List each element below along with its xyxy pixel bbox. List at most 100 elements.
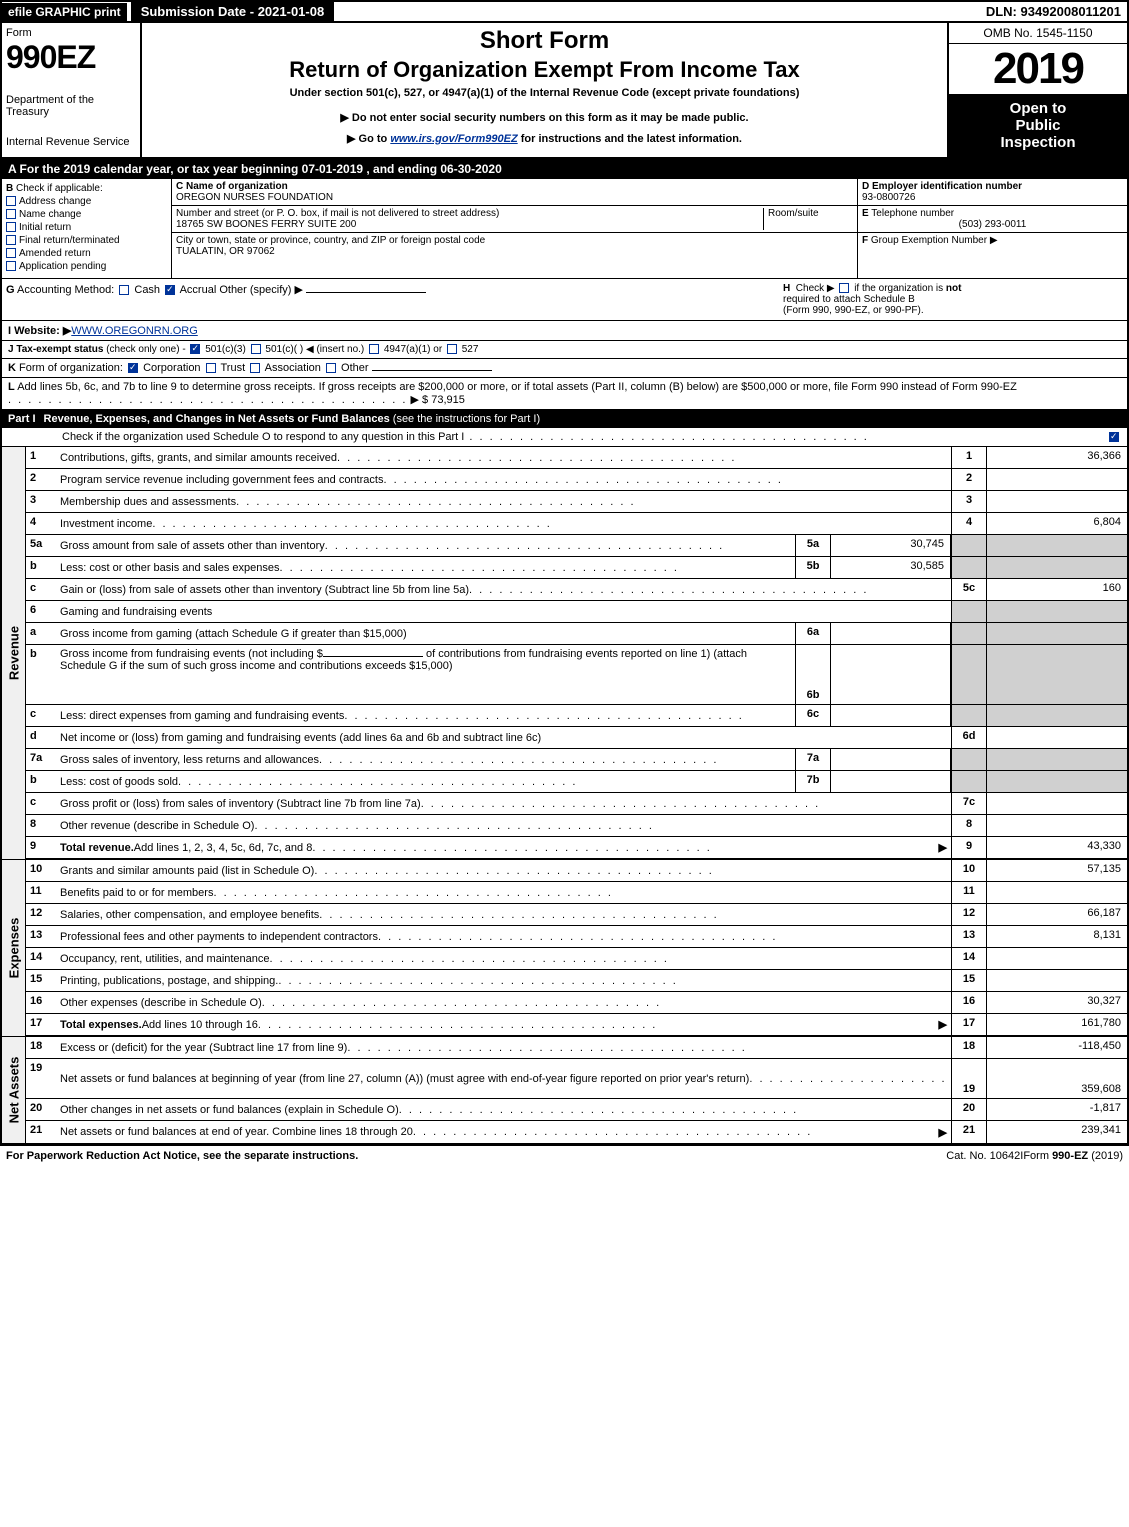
section-b: B Check if applicable: Address change Na…	[2, 179, 172, 278]
line-14: 14 Occupancy, rent, utilities, and maint…	[26, 948, 1127, 970]
line-1: 1 Contributions, gifts, grants, and simi…	[26, 447, 1127, 469]
line-2: 2 Program service revenue including gove…	[26, 469, 1127, 491]
addr-label: Number and street (or P. O. box, if mail…	[176, 208, 499, 219]
line-5a: 5a Gross amount from sale of assets othe…	[26, 535, 1127, 557]
check-other[interactable]	[326, 363, 336, 373]
room-suite: Room/suite	[763, 208, 853, 230]
line-6a: a Gross income from gaming (attach Sched…	[26, 623, 1127, 645]
check-name-change[interactable]: Name change	[6, 209, 167, 220]
section-k: K Form of organization: Corporation Trus…	[2, 359, 1127, 378]
line-12: 12 Salaries, other compensation, and emp…	[26, 904, 1127, 926]
check-accrual[interactable]	[165, 285, 175, 295]
omb-number: OMB No. 1545-1150	[949, 23, 1127, 44]
inspection-line1: Open to	[955, 100, 1121, 117]
org-name-row: C Name of organization OREGON NURSES FOU…	[172, 179, 857, 206]
tax-year: 2019	[949, 44, 1127, 94]
phone-value: (503) 293-0011	[862, 219, 1123, 230]
instructions-note: ▶ Go to www.irs.gov/Form990EZ for instru…	[146, 132, 943, 145]
net-assets-section: Net Assets 18 Excess or (deficit) for th…	[2, 1036, 1127, 1143]
part1-label: Part I	[8, 413, 44, 425]
info-section: B Check if applicable: Address change Na…	[2, 179, 1127, 279]
dept-treasury: Department of the Treasury	[6, 94, 136, 118]
line-19: 19 Net assets or fund balances at beginn…	[26, 1059, 1127, 1099]
org-address: 18765 SW BOONES FERRY SUITE 200	[176, 219, 356, 230]
submission-date: Submission Date - 2021-01-08	[131, 2, 335, 21]
footer-catalog: Cat. No. 10642I	[946, 1150, 1023, 1162]
form-label: Form	[6, 27, 136, 39]
website-link[interactable]: WWW.OREGONRN.ORG	[71, 325, 198, 337]
section-d: D Employer identification number 93-0800…	[858, 179, 1127, 206]
check-501c3[interactable]	[190, 344, 200, 354]
line-7b: b Less: cost of goods sold 7b	[26, 771, 1127, 793]
b-label: B	[6, 183, 13, 194]
dept-irs: Internal Revenue Service	[6, 136, 136, 148]
line-8: 8 Other revenue (describe in Schedule O)…	[26, 815, 1127, 837]
check-amended-return[interactable]: Amended return	[6, 248, 167, 259]
check-corporation[interactable]	[128, 363, 138, 373]
line-15: 15 Printing, publications, postage, and …	[26, 970, 1127, 992]
check-application-pending[interactable]: Application pending	[6, 261, 167, 272]
line-6: 6 Gaming and fundraising events	[26, 601, 1127, 623]
line-6b: b Gross income from fundraising events (…	[26, 645, 1127, 705]
check-address-change[interactable]: Address change	[6, 196, 167, 207]
section-f: F Group Exemption Number ▶	[858, 233, 1127, 248]
dln-number: DLN: 93492008011201	[986, 4, 1127, 19]
line-20: 20 Other changes in net assets or fund b…	[26, 1099, 1127, 1121]
revenue-side-label: Revenue	[2, 447, 26, 859]
line-9: 9 Total revenue. Add lines 1, 2, 3, 4, 5…	[26, 837, 1127, 859]
check-501c[interactable]	[251, 344, 261, 354]
irs-link[interactable]: www.irs.gov/Form990EZ	[390, 133, 517, 145]
line-3: 3 Membership dues and assessments 3	[26, 491, 1127, 513]
check-association[interactable]	[250, 363, 260, 373]
line-11: 11 Benefits paid to or for members 11	[26, 882, 1127, 904]
inspection-line3: Inspection	[955, 134, 1121, 151]
note2-suffix: for instructions and the latest informat…	[518, 133, 742, 145]
check-cash[interactable]	[119, 285, 129, 295]
line-18: 18 Excess or (deficit) for the year (Sub…	[26, 1037, 1127, 1059]
line-17: 17 Total expenses. Add lines 10 through …	[26, 1014, 1127, 1036]
expenses-section: Expenses 10 Grants and similar amounts p…	[2, 859, 1127, 1036]
section-c: C Name of organization OREGON NURSES FOU…	[172, 179, 857, 278]
expenses-side-label: Expenses	[2, 860, 26, 1036]
return-title: Return of Organization Exempt From Incom…	[146, 57, 943, 83]
city-row: City or town, state or province, country…	[172, 233, 857, 259]
org-name: OREGON NURSES FOUNDATION	[176, 192, 333, 203]
subtitle: Under section 501(c), 527, or 4947(a)(1)…	[146, 87, 943, 99]
line-21: 21 Net assets or fund balances at end of…	[26, 1121, 1127, 1143]
line-7a: 7a Gross sales of inventory, less return…	[26, 749, 1127, 771]
efile-label[interactable]: efile GRAPHIC print	[2, 3, 127, 21]
check-527[interactable]	[447, 344, 457, 354]
part1-check-row: Check if the organization used Schedule …	[2, 428, 1127, 447]
city-label: City or town, state or province, country…	[176, 235, 485, 246]
footer-form-ref: Form 990-EZ (2019)	[1023, 1150, 1123, 1162]
top-bar: efile GRAPHIC print Submission Date - 20…	[2, 2, 1127, 23]
addr-row: Number and street (or P. O. box, if mail…	[172, 206, 857, 233]
check-final-return[interactable]: Final return/terminated	[6, 235, 167, 246]
short-form-title: Short Form	[146, 27, 943, 55]
check-4947[interactable]	[369, 344, 379, 354]
check-schedule-b[interactable]	[839, 283, 849, 293]
tax-year-row: A For the 2019 calendar year, or tax yea…	[2, 159, 1127, 179]
ein-value: 93-0800726	[862, 192, 915, 203]
check-initial-return[interactable]: Initial return	[6, 222, 167, 233]
check-trust[interactable]	[206, 363, 216, 373]
line-4: 4 Investment income 4 6,804	[26, 513, 1127, 535]
org-city: TUALATIN, OR 97062	[176, 246, 275, 257]
check-schedule-o[interactable]	[1109, 432, 1119, 442]
part1-header: Part I Revenue, Expenses, and Changes in…	[2, 410, 1127, 428]
page-footer: For Paperwork Reduction Act Notice, see …	[0, 1145, 1129, 1166]
form-header: Form 990EZ Department of the Treasury In…	[2, 23, 1127, 159]
section-i: I Website: ▶WWW.OREGONRN.ORG	[2, 321, 1127, 341]
section-e: E Telephone number (503) 293-0011	[858, 206, 1127, 233]
header-center: Short Form Return of Organization Exempt…	[142, 23, 947, 157]
net-assets-side-label: Net Assets	[2, 1037, 26, 1143]
header-left: Form 990EZ Department of the Treasury In…	[2, 23, 142, 157]
inspection-badge: Open to Public Inspection	[949, 94, 1127, 157]
b-check-label: Check if applicable:	[16, 183, 103, 194]
line-13: 13 Professional fees and other payments …	[26, 926, 1127, 948]
section-g: G Accounting Method: Cash Accrual Other …	[6, 283, 783, 316]
gross-receipts: $ 73,915	[422, 394, 465, 406]
line-7c: c Gross profit or (loss) from sales of i…	[26, 793, 1127, 815]
form-number: 990EZ	[6, 39, 136, 76]
section-j: J Tax-exempt status (check only one) - 5…	[2, 341, 1127, 359]
